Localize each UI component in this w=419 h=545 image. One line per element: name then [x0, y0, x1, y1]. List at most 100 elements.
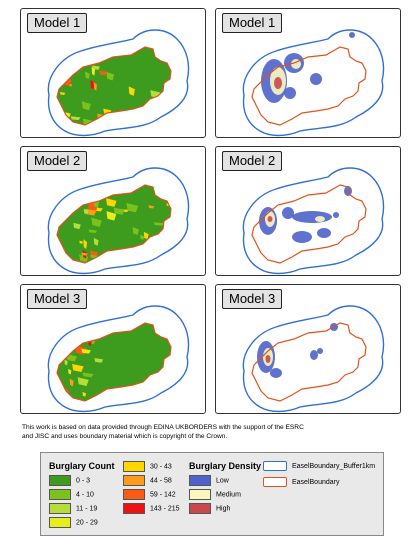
legend-density-item: Medium [189, 489, 241, 500]
legend-swatch [49, 517, 71, 528]
density-hotspot [310, 350, 318, 360]
burglary-count-area [81, 348, 91, 354]
legend-density-item: High [189, 503, 230, 514]
district-boundary-outline [56, 322, 172, 402]
map-panel-label: Model 2 [222, 151, 283, 171]
map-panel-label: Model 1 [27, 13, 88, 33]
legend-swatch [49, 489, 71, 500]
burglary-count-area [68, 368, 72, 375]
burglary-count-area [106, 198, 117, 207]
legend-density-title: Burglary Density [189, 461, 262, 471]
burglary-count-area [85, 71, 90, 79]
burglary-count-area [81, 252, 88, 256]
legend-label: Low [216, 477, 229, 485]
burglary-count-area [132, 227, 139, 235]
district-boundary-outline [56, 184, 172, 264]
burglary-count-area [99, 70, 107, 76]
density-hotspot [270, 368, 282, 378]
legend-swatch [263, 477, 287, 488]
density-hotspot [265, 355, 271, 363]
legend-count-item: 44 - 58 [123, 475, 172, 486]
map-density-model-2 [242, 167, 385, 275]
legend-swatch [189, 489, 211, 500]
density-hotspot [310, 73, 322, 85]
density-hotspot [317, 348, 323, 354]
legend-swatch [49, 503, 71, 514]
legend-boundary-item: EaselBoundary [263, 477, 339, 488]
burglary-count-area [164, 100, 171, 106]
district-fill [57, 47, 171, 125]
legend-label: 59 - 142 [150, 491, 176, 499]
density-hotspot [315, 216, 325, 222]
map-panel-label: Model 2 [27, 151, 88, 171]
buffer-boundary-outline [242, 29, 385, 137]
attribution-text: This work is based on data provided thro… [22, 423, 402, 441]
map-panel-model-2-density: Model 2 [215, 146, 401, 276]
district-boundary-outline [56, 46, 172, 126]
density-hotspot [333, 212, 339, 218]
legend-label: EaselBoundary [292, 479, 340, 486]
burglary-count-area [85, 208, 97, 216]
legend-label: 11 - 19 [76, 505, 98, 513]
burglary-count-area [83, 208, 89, 215]
legend-label: 20 - 29 [76, 519, 98, 527]
map-legend: Burglary Count 0 - 3 4 - 10 11 - 19 20 -… [40, 452, 384, 536]
burglary-count-area [140, 246, 150, 251]
legend-label: 44 - 58 [150, 477, 172, 485]
burglary-count-area [82, 391, 87, 397]
density-hotspot [284, 87, 296, 99]
attribution-line-2: and JISC and uses boundary material whic… [22, 433, 228, 440]
burglary-count-area [69, 378, 74, 387]
burglary-count-area [166, 392, 171, 399]
burglary-count-area [162, 256, 171, 263]
legend-swatch [263, 461, 287, 472]
legend-count-item: 59 - 142 [123, 489, 176, 500]
map-panel-label: Model 3 [27, 289, 88, 309]
burglary-count-area [104, 116, 115, 123]
burglary-count-area [94, 358, 104, 363]
burglary-count-area [93, 81, 97, 91]
map-panel-model-1-density: Model 1 [215, 8, 401, 138]
map-count-model-3 [47, 305, 190, 413]
legend-label: High [216, 505, 231, 513]
density-hotspot [317, 228, 331, 238]
legend-swatch [123, 475, 145, 486]
burglary-count-area [81, 101, 91, 111]
burglary-count-area [143, 231, 149, 240]
burglary-count-area [88, 229, 98, 234]
burglary-count-area [106, 211, 117, 221]
burglary-count-area [146, 246, 152, 253]
legend-density-item: Low [189, 475, 229, 486]
map-panel-model-2-count: Model 2 [20, 146, 206, 276]
burglary-count-area [63, 203, 69, 211]
burglary-count-area [70, 116, 81, 121]
density-hotspot [292, 231, 312, 243]
legend-label: 143 - 215 [150, 505, 180, 513]
legend-label: 4 - 10 [76, 491, 94, 499]
legend-count-item: 30 - 43 [123, 461, 172, 472]
legend-swatch [123, 461, 145, 472]
buffer-boundary-outline [47, 29, 190, 137]
density-hotspot [349, 32, 355, 38]
burglary-count-area [82, 372, 94, 378]
burglary-count-area [92, 65, 100, 70]
map-panel-model-3-count: Model 3 [20, 284, 206, 414]
density-hotspot [267, 216, 273, 222]
map-panel-model-1-count: Model 1 [20, 8, 206, 138]
burglary-count-area [83, 239, 88, 249]
buffer-boundary-outline [47, 167, 190, 275]
density-hotspot [282, 207, 294, 219]
legend-swatch [49, 475, 71, 486]
legend-count-item: 143 - 215 [123, 503, 180, 514]
map-count-model-1 [47, 29, 190, 137]
buffer-boundary-outline [242, 167, 385, 275]
burglary-count-area [133, 391, 146, 396]
legend-label: EaselBoundary_Buffer1km [292, 463, 376, 470]
buffer-boundary-outline [242, 305, 385, 413]
legend-label: 30 - 43 [150, 463, 172, 471]
map-panel-label: Model 1 [222, 13, 283, 33]
burglary-count-area [73, 222, 81, 230]
burglary-count-area [158, 101, 167, 111]
map-density-model-3 [242, 305, 385, 413]
district-boundary-outline [251, 46, 367, 126]
